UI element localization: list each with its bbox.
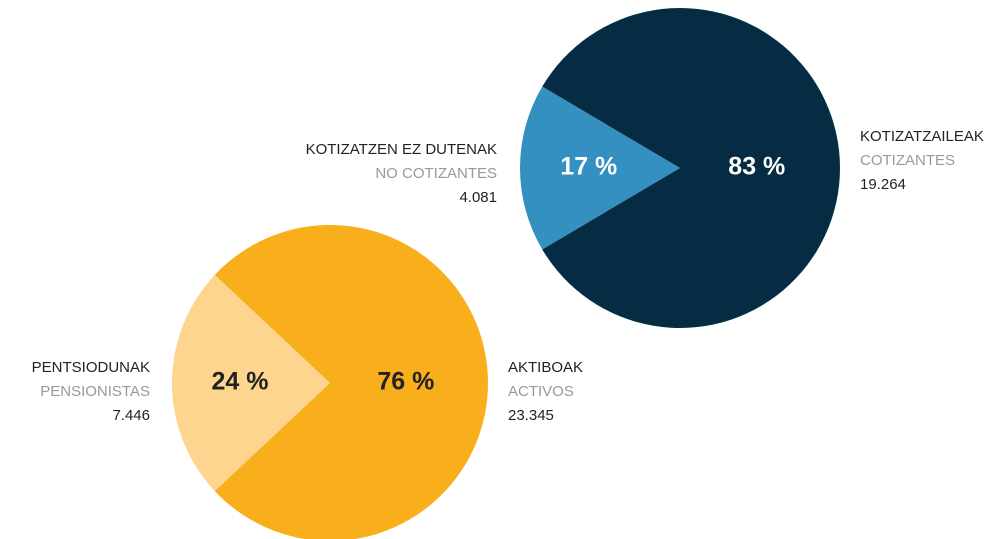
subcategory-label: ACTIVOS xyxy=(508,383,574,400)
count-label: 19.264 xyxy=(860,176,906,193)
subcategory-label: COTIZANTES xyxy=(860,152,955,169)
slice-label: 83 % xyxy=(728,153,785,181)
slice-label: 24 % xyxy=(211,368,268,396)
count-label: 4.081 xyxy=(459,189,497,206)
category-label: KOTIZATZEN EZ DUTENAK xyxy=(306,141,497,158)
count-label: 7.446 xyxy=(112,407,150,424)
category-label: KOTIZATZAILEAK xyxy=(860,128,984,145)
category-label: PENTSIODUNAK xyxy=(32,359,150,376)
count-label: 23.345 xyxy=(508,407,554,424)
pie-slice xyxy=(171,274,330,492)
pie-slice xyxy=(214,225,488,539)
subcategory-label: PENSIONISTAS xyxy=(40,383,150,400)
slice-label: 76 % xyxy=(377,368,434,396)
pie-slice xyxy=(542,8,840,329)
category-label: AKTIBOAK xyxy=(508,359,583,376)
pie-slice xyxy=(519,86,680,250)
subcategory-label: NO COTIZANTES xyxy=(375,165,497,182)
slice-label: 17 % xyxy=(560,153,617,181)
